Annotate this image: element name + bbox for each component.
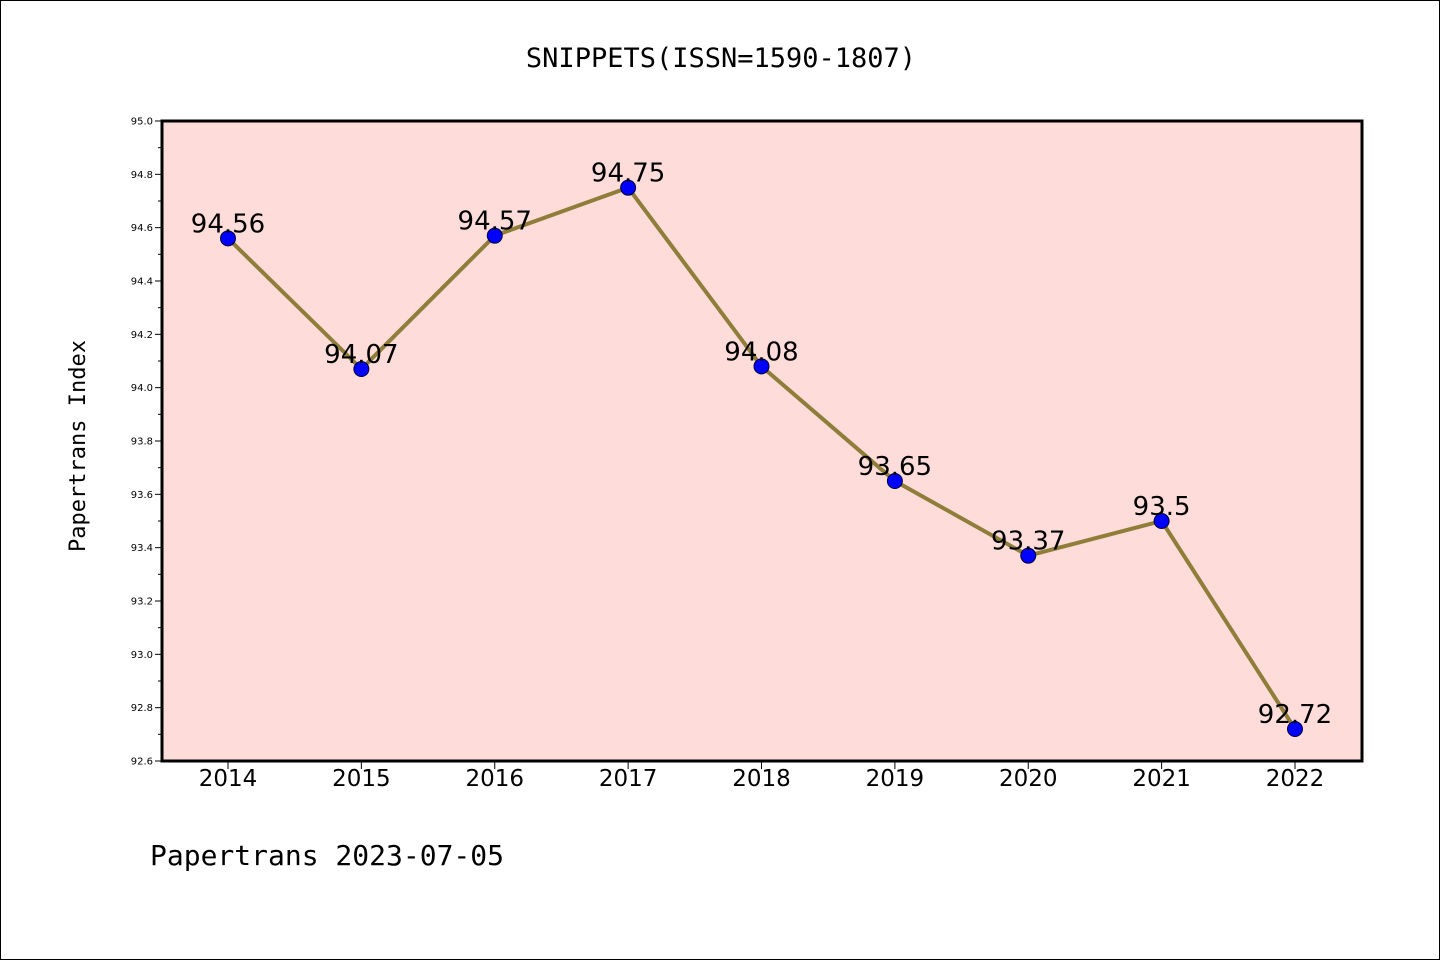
- data-point: [620, 179, 637, 196]
- y-tick-label: 94.6: [131, 223, 153, 234]
- y-tick-label: 93.8: [131, 437, 153, 448]
- x-tick-label: 2018: [732, 766, 791, 792]
- y-tick-label: 93.2: [131, 597, 153, 608]
- plot-frame: [160, 119, 1364, 763]
- x-axis-ticks: 2014 2015 2016 2017 2018 2019 2020 2021 2022: [199, 761, 1325, 792]
- data-point: [353, 361, 370, 377]
- data-label: 94.08: [724, 337, 798, 367]
- data-point: [1153, 513, 1170, 529]
- y-tick-label: 94.0: [131, 383, 153, 394]
- y-axis-label: Papertrans Index: [66, 340, 91, 552]
- data-point: [1287, 721, 1303, 737]
- y-tick-label: 94.4: [131, 277, 153, 288]
- y-axis-ticks: 92.6 92.8 93.0 93.2 93.4 93.6 93.8 94.0 94.2 94.4…: [131, 117, 162, 768]
- x-tick-label: 2020: [999, 766, 1058, 792]
- y-tick-label: 93.4: [131, 543, 153, 554]
- data-point: [220, 230, 236, 247]
- data-point: [753, 358, 770, 375]
- data-label: 94.57: [458, 207, 532, 237]
- data-label-group: 94.56 94.07 94.57 94.75 94.08 93.65 93.37 93.5 9…: [191, 159, 1332, 730]
- x-tick-label: 2019: [866, 766, 925, 792]
- y-tick-label: 95.0: [131, 117, 153, 128]
- x-tick-label: 2021: [1132, 766, 1191, 792]
- footer-date-stamp: Papertrans 2023-07-05: [150, 839, 504, 872]
- chart-title: SNIPPETS(ISSN=1590-1807): [526, 43, 916, 74]
- data-label: 93.65: [858, 452, 932, 482]
- data-point: [1020, 547, 1037, 564]
- data-label: 92.72: [1258, 700, 1332, 730]
- data-point-group: [220, 179, 1303, 737]
- data-point: [486, 227, 503, 244]
- y-tick-label: 92.6: [131, 757, 153, 768]
- plot-area: [162, 121, 1362, 761]
- y-tick-label: 93.0: [131, 650, 153, 661]
- data-label: 93.5: [1133, 492, 1191, 522]
- y-tick-label: 93.6: [131, 490, 153, 501]
- x-tick-label: 2017: [599, 766, 658, 792]
- data-label: 94.07: [324, 340, 398, 370]
- y-tick-label: 94.2: [131, 330, 153, 341]
- y-tick-label: 94.8: [131, 170, 153, 181]
- y-tick-label: 92.8: [131, 703, 153, 714]
- data-label: 94.56: [191, 209, 265, 239]
- x-tick-label: 2015: [332, 766, 391, 792]
- data-label: 94.75: [591, 159, 665, 189]
- x-tick-label: 2016: [465, 766, 524, 792]
- data-point: [886, 473, 903, 489]
- x-tick-label: 2022: [1266, 766, 1325, 792]
- data-label: 93.37: [991, 527, 1065, 557]
- x-tick-label: 2014: [199, 766, 258, 792]
